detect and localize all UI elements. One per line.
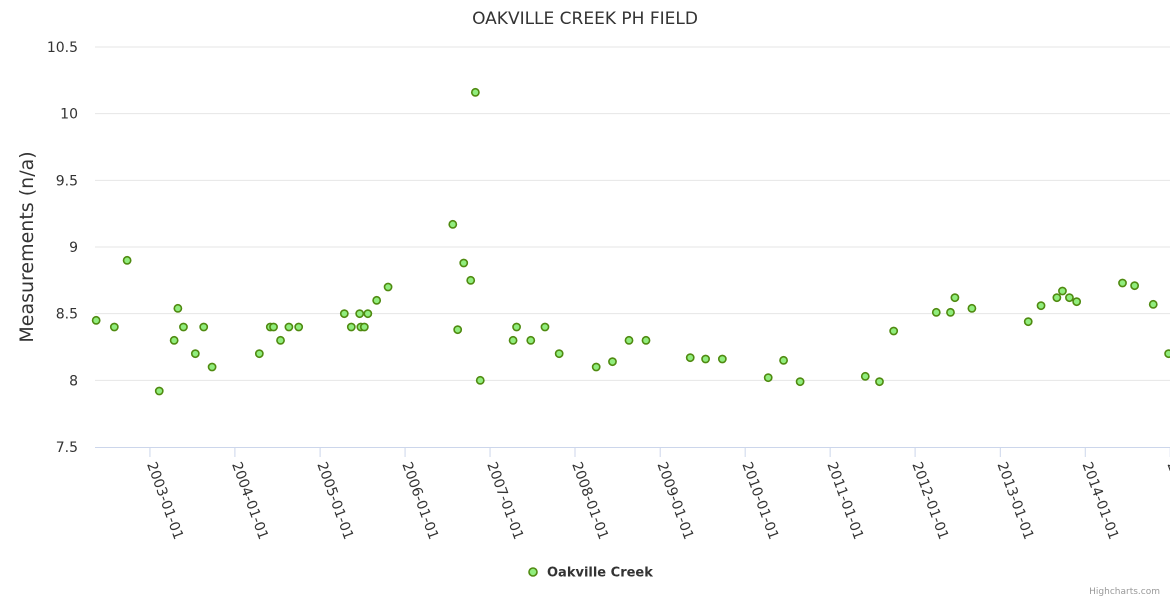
x-tick-label: 2012-01-01 [908,460,951,542]
data-point[interactable] [624,335,634,345]
data-point[interactable] [526,335,536,345]
data-point[interactable] [779,355,788,365]
data-point[interactable] [1148,299,1158,309]
y-tick-label: 7.5 [56,440,78,456]
data-point[interactable] [1072,297,1082,307]
data-point[interactable] [459,258,469,268]
y-tick-label: 10.5 [47,40,78,56]
data-point[interactable] [466,275,476,285]
data-point[interactable] [276,335,285,345]
data-point[interactable] [190,349,200,359]
data-point[interactable] [1036,301,1046,311]
data-point[interactable] [1023,317,1033,327]
data-point[interactable] [109,322,119,332]
data-point[interactable] [508,335,518,345]
data-point[interactable] [448,219,458,229]
data-point[interactable] [795,377,805,387]
y-tick-label: 10 [60,107,78,123]
x-tick-label: 2011-01-01 [823,460,866,542]
x-tick-label: 2004-01-01 [228,460,271,542]
x-tick-label: 2005-01-01 [313,460,356,542]
x-tick-label: 2007-01-01 [483,460,526,542]
y-axis-label: Measurements (n/a) [16,151,38,342]
data-point[interactable] [1164,349,1170,359]
data-point[interactable] [470,87,480,97]
data-point[interactable] [284,322,294,332]
data-point[interactable] [91,315,101,325]
data-point[interactable] [169,335,179,345]
data-point[interactable] [383,282,393,292]
data-point[interactable] [355,309,365,319]
x-tick-label: 2008-01-01 [568,460,611,542]
data-point[interactable] [931,307,941,317]
data-point[interactable] [540,322,550,332]
data-point[interactable] [717,354,727,364]
data-point[interactable] [1118,278,1127,288]
y-tick-label: 9 [69,240,78,256]
x-tick-label: 2014-01-01 [1079,460,1122,542]
data-point[interactable] [591,362,601,372]
data-point[interactable] [950,293,960,303]
data-point[interactable] [1058,286,1067,296]
data-point[interactable] [294,322,304,332]
data-point[interactable] [685,353,695,363]
y-tick-label: 8 [69,373,78,389]
data-point[interactable] [363,309,373,319]
y-tick-label: 8.5 [56,307,78,323]
data-point[interactable] [1130,281,1140,291]
data-point[interactable] [475,375,485,385]
y-tick-label: 9.5 [56,173,78,189]
data-point[interactable] [763,373,773,383]
data-point[interactable] [889,326,899,336]
x-tick-label: 2009-01-01 [653,460,696,542]
grid [95,46,1170,381]
data-point[interactable] [372,295,382,305]
x-axis: 2003-01-01 2004-01-01 2005-01-01 2006-01-01… [95,447,1170,542]
data-point[interactable] [1065,293,1074,303]
data-point[interactable] [154,386,164,396]
data-point[interactable] [701,354,710,364]
data-point[interactable] [339,309,349,319]
legend[interactable]: Oakville Creek [528,566,653,581]
chart-title: OAKVILLE CREEK PH FIELD [472,9,698,29]
data-point[interactable] [1052,293,1062,303]
data-point[interactable] [207,362,217,372]
data-point[interactable] [554,349,564,359]
data-point[interactable] [179,322,188,332]
data-point[interactable] [875,377,884,387]
x-tick-label: 2013-01-01 [994,460,1037,542]
data-point[interactable] [967,303,977,313]
data-point[interactable] [453,325,463,335]
data-point[interactable] [359,322,369,332]
data-point[interactable] [173,303,183,313]
series-oakville-creek[interactable] [91,87,1170,396]
x-tick-label: 2015-01-01 [1163,460,1170,542]
data-point[interactable] [122,255,132,265]
data-point[interactable] [946,307,955,317]
x-tick-label: 2003-01-01 [143,460,186,542]
data-point[interactable] [512,322,521,332]
data-point[interactable] [346,322,356,332]
x-tick-label: 2010-01-01 [738,460,781,542]
legend-label[interactable]: Oakville Creek [547,566,653,581]
y-axis: 7.5 8 8.5 9 9.5 10 10.5 [47,40,78,456]
credits[interactable]: Highcharts.com [1089,587,1160,597]
legend-marker[interactable] [528,567,538,577]
data-point[interactable] [860,371,870,381]
data-point[interactable] [269,322,278,332]
x-tick-label: 2006-01-01 [398,460,441,542]
data-point[interactable] [641,335,651,345]
data-point[interactable] [608,357,617,367]
data-point[interactable] [254,349,264,359]
data-point[interactable] [199,322,209,332]
